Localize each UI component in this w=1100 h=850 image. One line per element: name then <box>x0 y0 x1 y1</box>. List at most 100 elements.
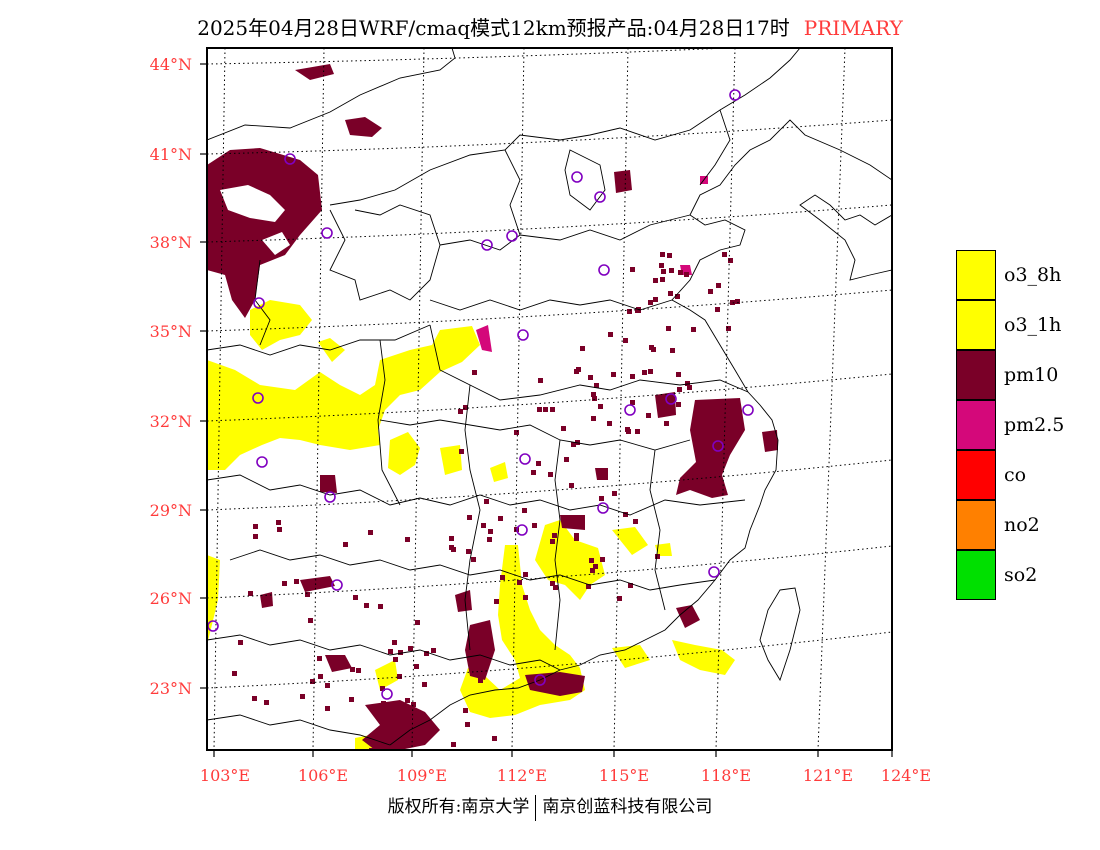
pm10-cell <box>459 449 464 454</box>
o3-area <box>612 645 650 668</box>
pm10-cell <box>653 278 658 283</box>
pm10-cell <box>536 461 541 466</box>
pm10-cell <box>653 297 658 302</box>
pm10-cell <box>408 646 413 651</box>
legend-item-co: co <box>956 450 1064 500</box>
pm10-cell <box>386 714 391 719</box>
pm10-cell <box>684 272 689 277</box>
lon-label-124: 124°E <box>880 766 932 785</box>
o3-area <box>655 543 672 556</box>
pm10-cell <box>451 547 456 552</box>
pm25-area <box>476 325 492 352</box>
province-i <box>229 549 716 591</box>
pm10-cell <box>660 408 665 413</box>
pm10-cell <box>660 277 665 282</box>
pm10-cell <box>500 575 505 580</box>
station-circle-icon <box>321 227 333 239</box>
pm10-cell <box>472 370 477 375</box>
o3-area <box>490 462 508 482</box>
pm10-area <box>325 655 352 672</box>
pm10-cell <box>651 347 656 352</box>
pm10-cell <box>514 430 519 435</box>
pm10-area <box>614 170 632 193</box>
pm10-cell <box>380 686 385 691</box>
legend-item-pm25: pm2.5 <box>956 400 1064 450</box>
pm10-cell <box>627 309 632 314</box>
pm10-cell <box>623 338 628 343</box>
station-circle-icon <box>712 440 724 452</box>
legend-label: o3_8h <box>1004 264 1062 286</box>
o3-area <box>388 432 420 475</box>
lon-line-106 <box>312 48 325 750</box>
legend-item-pm10: pm10 <box>956 350 1064 400</box>
pm10-cell <box>670 348 675 353</box>
coastline-south <box>389 669 561 746</box>
lon-label-103: 103°E <box>199 766 251 785</box>
pm10-cell <box>350 667 355 672</box>
lon-label-121: 121°E <box>802 766 854 785</box>
lat-line-38 <box>207 204 892 243</box>
province-r <box>207 714 391 746</box>
o3-area <box>535 520 605 600</box>
province-e <box>207 324 431 356</box>
station-markers <box>207 89 754 700</box>
station-circle-icon <box>594 191 606 203</box>
pm10-cell <box>393 657 398 662</box>
lat-label-26: 26°N <box>149 589 192 608</box>
province-d <box>429 299 673 311</box>
station-circle-icon <box>519 453 531 465</box>
pm10-cell <box>253 524 258 529</box>
pm10-area <box>655 392 676 418</box>
pm10-cell <box>310 679 315 684</box>
station-circle-icon <box>534 674 546 686</box>
station-circle-icon <box>253 297 265 309</box>
lat-line-26 <box>207 545 892 599</box>
pm10-area <box>676 398 745 498</box>
copyright-owner: 版权所有:南京大学 <box>387 797 530 817</box>
pm10-cell <box>648 369 653 374</box>
legend-swatch <box>956 550 996 600</box>
pm10-cell <box>676 402 681 407</box>
station-circle-icon <box>597 502 609 514</box>
pm10-cell <box>630 374 635 379</box>
pm10-cell <box>405 537 410 542</box>
pm10-cell <box>608 332 613 337</box>
province-g <box>379 419 691 451</box>
pm10-cell <box>716 283 721 288</box>
station-circle-icon <box>624 404 636 416</box>
pm10-cell <box>655 554 660 559</box>
pm10-cell <box>537 407 542 412</box>
pm10-cell <box>590 568 595 573</box>
legend-item-no2: no2 <box>956 500 1064 550</box>
pm10-cell <box>612 491 617 496</box>
pm10-cell <box>677 387 682 392</box>
pm10-cell <box>398 650 403 655</box>
boundaries <box>207 48 892 746</box>
pm10-cell <box>726 326 731 331</box>
pm10-cell <box>498 516 503 521</box>
legend-label: so2 <box>1004 564 1038 586</box>
lat-label-41: 41°N <box>149 145 192 164</box>
pm10-area <box>262 232 290 255</box>
pm10-cell <box>523 595 528 600</box>
pm10-cell <box>628 583 633 588</box>
station-circle-icon <box>598 264 610 276</box>
pm10-cell <box>308 618 313 623</box>
legend-swatch <box>956 500 996 550</box>
legend-swatch <box>956 300 996 350</box>
pm10-cell <box>685 381 690 386</box>
pm10-cell <box>600 557 605 562</box>
map-frame <box>206 47 893 751</box>
lon-line-103 <box>213 48 226 750</box>
pm10-cell <box>668 291 673 296</box>
pm10-cell <box>633 519 638 524</box>
legend-swatch <box>956 350 996 400</box>
o3-area <box>375 660 398 690</box>
pm10-cell <box>318 674 323 679</box>
pm10-area <box>560 515 585 530</box>
station-circle-icon <box>516 524 528 536</box>
lat-label-35: 35°N <box>149 322 192 341</box>
inner-mongolia-border <box>329 48 801 206</box>
pm10-cell <box>571 442 576 447</box>
pm10-cell <box>248 591 253 596</box>
